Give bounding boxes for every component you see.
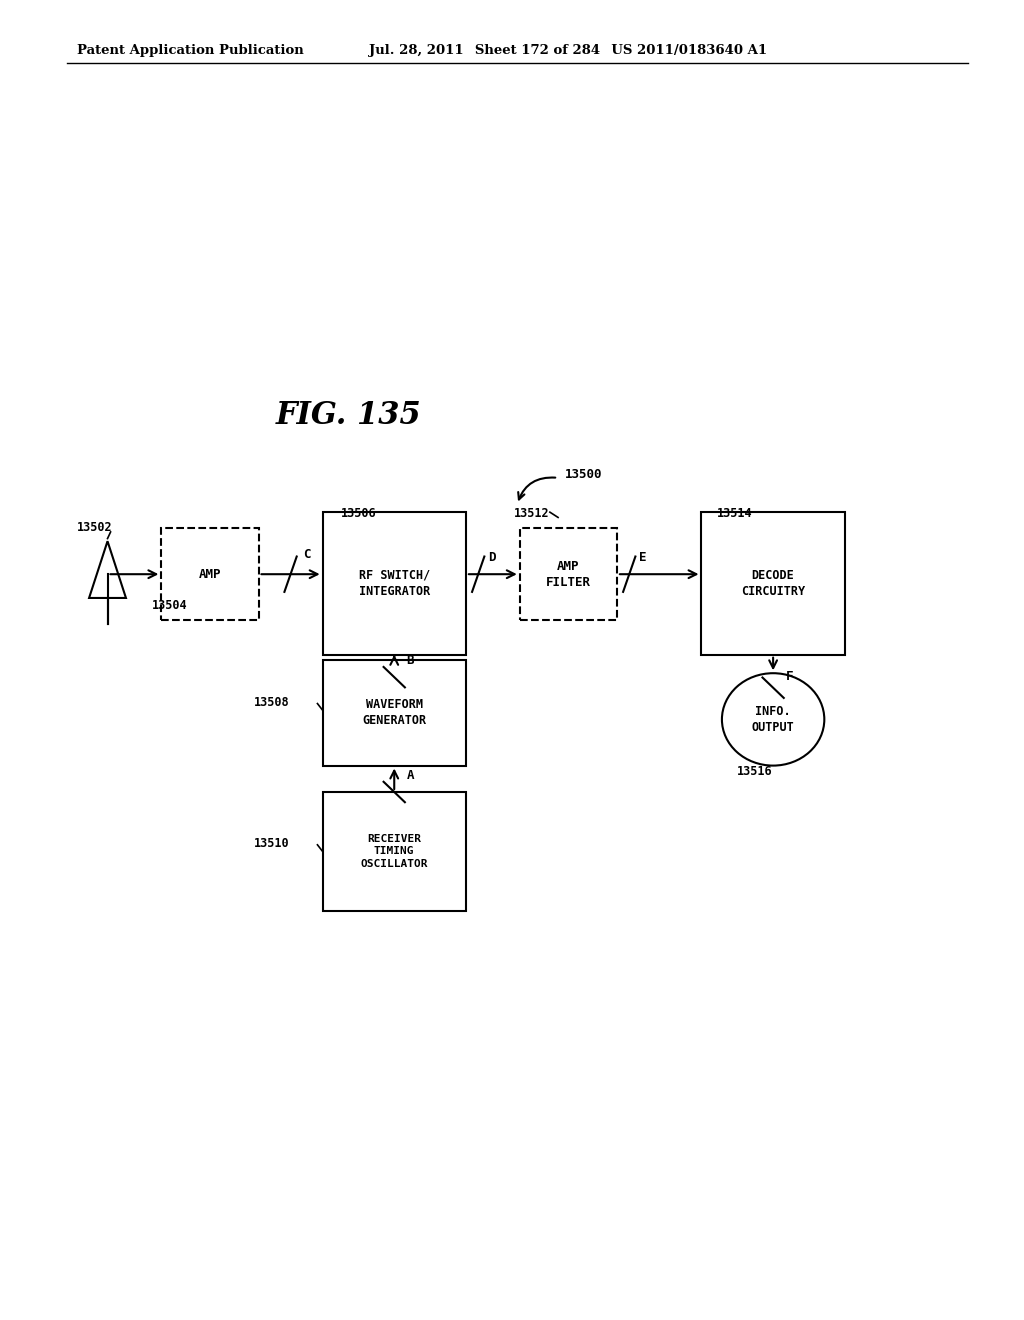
Bar <box>701 512 845 655</box>
Text: F: F <box>785 669 793 682</box>
Text: 13504: 13504 <box>152 598 187 611</box>
Text: 13500: 13500 <box>565 467 603 480</box>
Text: INFO.
OUTPUT: INFO. OUTPUT <box>752 705 795 734</box>
Text: 13506: 13506 <box>341 507 377 520</box>
Text: Jul. 28, 2011  Sheet 172 of 284  US 2011/0183640 A1: Jul. 28, 2011 Sheet 172 of 284 US 2011/0… <box>369 44 767 57</box>
Bar <box>323 792 466 911</box>
Text: AMP: AMP <box>199 568 221 581</box>
Text: RF SWITCH/
INTEGRATOR: RF SWITCH/ INTEGRATOR <box>358 569 430 598</box>
Text: 13508: 13508 <box>254 696 290 709</box>
Text: 13502: 13502 <box>77 520 113 533</box>
Text: 13510: 13510 <box>254 837 290 850</box>
Text: FIG. 135: FIG. 135 <box>275 400 421 432</box>
Text: Patent Application Publication: Patent Application Publication <box>77 44 303 57</box>
Text: B: B <box>407 653 414 667</box>
Bar <box>161 528 258 620</box>
Text: E: E <box>639 550 647 564</box>
Bar <box>323 660 466 766</box>
Text: RECEIVER
TIMING
OSCILLATOR: RECEIVER TIMING OSCILLATOR <box>360 834 428 869</box>
Text: 13516: 13516 <box>737 764 773 777</box>
Text: WAVEFORM
GENERATOR: WAVEFORM GENERATOR <box>362 698 426 727</box>
Bar <box>520 528 616 620</box>
Text: C: C <box>303 548 310 561</box>
Text: 13512: 13512 <box>514 507 550 520</box>
Bar <box>323 512 466 655</box>
Text: DECODE
CIRCUITRY: DECODE CIRCUITRY <box>741 569 805 598</box>
Text: AMP
FILTER: AMP FILTER <box>546 560 591 589</box>
Text: 13514: 13514 <box>717 507 753 520</box>
Text: A: A <box>407 768 414 781</box>
Text: D: D <box>488 550 496 564</box>
Ellipse shape <box>722 673 824 766</box>
